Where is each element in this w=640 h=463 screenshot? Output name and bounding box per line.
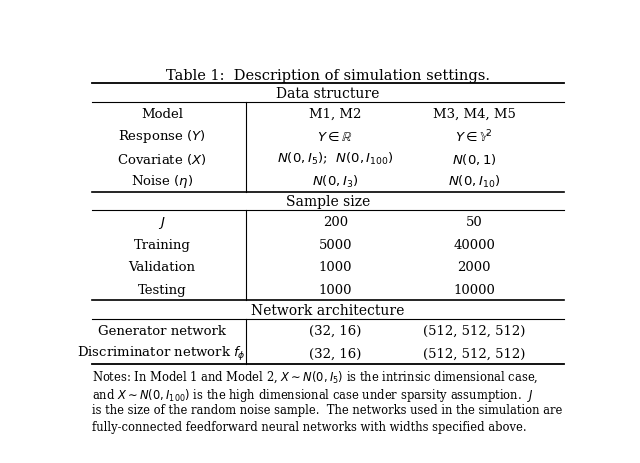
Text: fully-connected feedforward neural networks with widths specified above.: fully-connected feedforward neural netwo… [92,420,527,433]
Text: Model: Model [141,107,183,120]
Text: $Y \in \mathbb{R}$: $Y \in \mathbb{R}$ [317,129,353,143]
Text: M3, M4, M5: M3, M4, M5 [433,107,516,120]
Text: Response $(Y)$: Response $(Y)$ [118,128,205,145]
Text: (512, 512, 512): (512, 512, 512) [423,347,525,360]
Text: Covariate $(X)$: Covariate $(X)$ [117,151,207,166]
Text: (512, 512, 512): (512, 512, 512) [423,324,525,337]
Text: 2000: 2000 [458,261,491,274]
Text: $N(0, I_{10})$: $N(0, I_{10})$ [448,173,500,189]
Text: 5000: 5000 [319,238,352,251]
Text: 50: 50 [466,216,483,229]
Text: Discriminator network $f_{\phi}$: Discriminator network $f_{\phi}$ [77,344,246,362]
Text: $N(0, 1)$: $N(0, 1)$ [452,151,497,166]
Text: 200: 200 [323,216,348,229]
Text: M1, M2: M1, M2 [309,107,362,120]
Text: Data structure: Data structure [276,87,380,100]
Text: Generator network: Generator network [98,324,226,337]
Text: Network architecture: Network architecture [252,303,404,317]
Text: 1000: 1000 [319,261,352,274]
Text: 40000: 40000 [453,238,495,251]
Text: 10000: 10000 [453,283,495,296]
Text: and $X \sim N(0, I_{100})$ is the high dimensional case under sparsity assumptio: and $X \sim N(0, I_{100})$ is the high d… [92,386,534,403]
Text: (32, 16): (32, 16) [309,347,362,360]
Text: Table 1:  Description of simulation settings.: Table 1: Description of simulation setti… [166,69,490,83]
Text: $Y \in \mathbb{Y}^2$: $Y \in \mathbb{Y}^2$ [456,128,493,144]
Text: (32, 16): (32, 16) [309,324,362,337]
Text: 1000: 1000 [319,283,352,296]
Text: Training: Training [133,238,190,251]
Text: Notes: In Model 1 and Model 2, $X \sim N(0, I_5)$ is the intrinsic dimensional c: Notes: In Model 1 and Model 2, $X \sim N… [92,369,539,384]
Text: Sample size: Sample size [286,195,370,209]
Text: Noise $(\eta)$: Noise $(\eta)$ [131,173,193,190]
Text: Validation: Validation [129,261,195,274]
Text: $N(0, I_5)$;  $N(0, I_{100})$: $N(0, I_5)$; $N(0, I_{100})$ [277,151,394,167]
Text: $N(0, I_3)$: $N(0, I_3)$ [312,173,358,189]
Text: Testing: Testing [138,283,186,296]
Text: $J$: $J$ [158,214,166,230]
Text: is the size of the random noise sample.  The networks used in the simulation are: is the size of the random noise sample. … [92,403,563,416]
